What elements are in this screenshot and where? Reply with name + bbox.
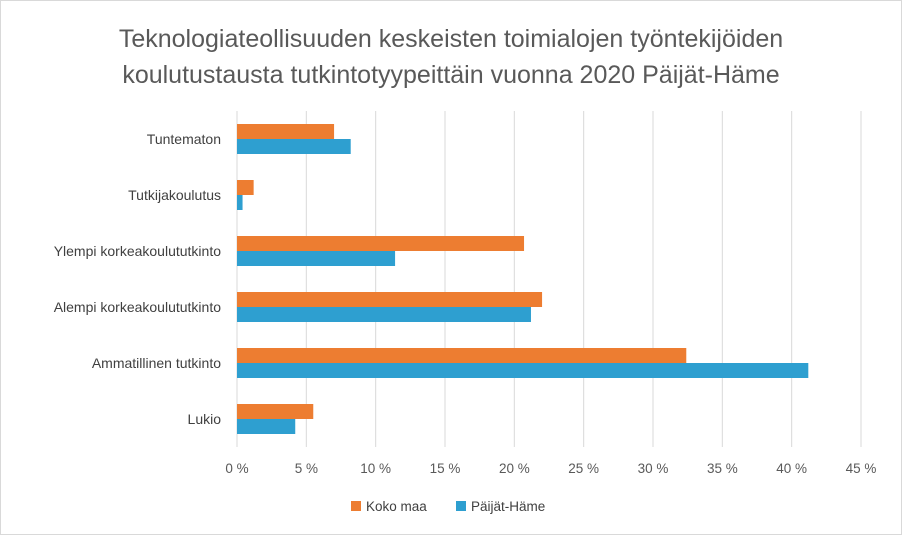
x-tick-label: 30 % — [638, 461, 669, 476]
bar-koko-maa — [237, 292, 543, 307]
legend-swatch — [351, 501, 361, 511]
x-tick-label: 15 % — [430, 461, 461, 476]
bar-paijat-hame — [237, 139, 351, 154]
bar-paijat-hame — [237, 419, 296, 434]
chart-title-line-2: koulutustausta tutkintotyypeittäin vuonn… — [122, 61, 779, 89]
bar-paijat-hame — [237, 307, 531, 322]
category-label: Tutkijakoulutus — [128, 187, 221, 203]
x-tick-label: 25 % — [568, 461, 599, 476]
bar-paijat-hame — [237, 363, 809, 378]
chart-title-line-1: Teknologiateollisuuden keskeisten toimia… — [119, 25, 783, 53]
category-label: Lukio — [188, 411, 222, 427]
bar-paijat-hame — [237, 195, 243, 210]
bar-koko-maa — [237, 404, 314, 419]
legend-label: Koko maa — [366, 499, 427, 514]
category-label: Ammatillinen tutkinto — [92, 355, 221, 371]
bar-koko-maa — [237, 348, 687, 363]
bar-koko-maa — [237, 124, 335, 139]
category-label: Tuntematon — [147, 131, 221, 147]
bar-paijat-hame — [237, 251, 396, 266]
x-tick-label: 20 % — [499, 461, 530, 476]
bar-koko-maa — [237, 180, 254, 195]
bar-koko-maa — [237, 236, 525, 251]
x-tick-label: 35 % — [707, 461, 738, 476]
x-tick-label: 45 % — [846, 461, 877, 476]
x-tick-label: 0 % — [225, 461, 248, 476]
x-tick-label: 40 % — [776, 461, 807, 476]
legend-swatch — [456, 501, 466, 511]
legend: Koko maa Päijät-Häme — [351, 499, 545, 514]
x-axis-tick-labels: 0 % 5 % 10 % 15 % 20 % 25 % 30 % 35 % 40 % 45 % — [225, 461, 876, 476]
category-label: Alempi korkeakoulututkinto — [54, 299, 222, 315]
legend-label: Päijät-Häme — [471, 499, 545, 514]
gridlines — [236, 111, 862, 447]
category-labels: Tuntematon Tutkijakoulutus Ylempi korkeako… — [54, 131, 222, 427]
category-label: Ylempi korkeakoulututkinto — [54, 243, 222, 259]
x-tick-label: 10 % — [360, 461, 391, 476]
x-tick-label: 5 % — [295, 461, 318, 476]
bars — [237, 124, 809, 434]
